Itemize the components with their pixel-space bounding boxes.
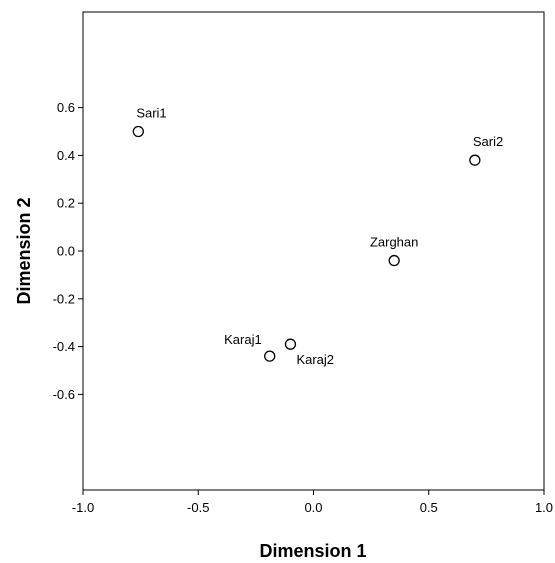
y-tick-label: -0.4 <box>53 339 75 354</box>
data-point-label: Karaj1 <box>224 332 262 347</box>
x-tick-label: 1.0 <box>535 500 553 515</box>
x-tick-label: 0.0 <box>304 500 322 515</box>
y-tick-label: 0.4 <box>57 148 75 163</box>
data-point-label: Sari2 <box>473 134 503 149</box>
data-point-marker <box>469 154 481 166</box>
x-axis-title: Dimension 1 <box>259 541 366 561</box>
data-point-marker <box>264 350 276 362</box>
y-tick-label: -0.2 <box>53 291 75 306</box>
y-tick-label: -0.6 <box>53 387 75 402</box>
data-point-marker <box>284 338 297 350</box>
y-axis: 0.6 0.4 0.2 0.0 -0.2 -0.4 -0.6 <box>53 100 83 402</box>
x-axis: -1.0 -0.5 0.0 0.5 1.0 <box>72 490 553 515</box>
x-tick-label: -0.5 <box>187 500 209 515</box>
y-axis-title: Dimension 2 <box>14 197 34 304</box>
data-point-label: Sari1 <box>136 106 166 121</box>
y-tick-label: 0.6 <box>57 100 75 115</box>
y-tick-label: 0.2 <box>57 196 75 211</box>
y-tick-label: 0.0 <box>57 244 75 259</box>
data-point-marker <box>132 125 144 138</box>
x-tick-label: 0.5 <box>420 500 438 515</box>
data-point-label: Zarghan <box>370 235 418 250</box>
data-point-label: Karaj2 <box>296 352 334 367</box>
x-tick-label: -1.0 <box>72 500 94 515</box>
data-point-marker <box>388 254 400 267</box>
plot-area-frame <box>82 11 545 491</box>
data-points: Sari1 Sari2 Zarghan Karaj1 Karaj2 <box>132 106 503 367</box>
